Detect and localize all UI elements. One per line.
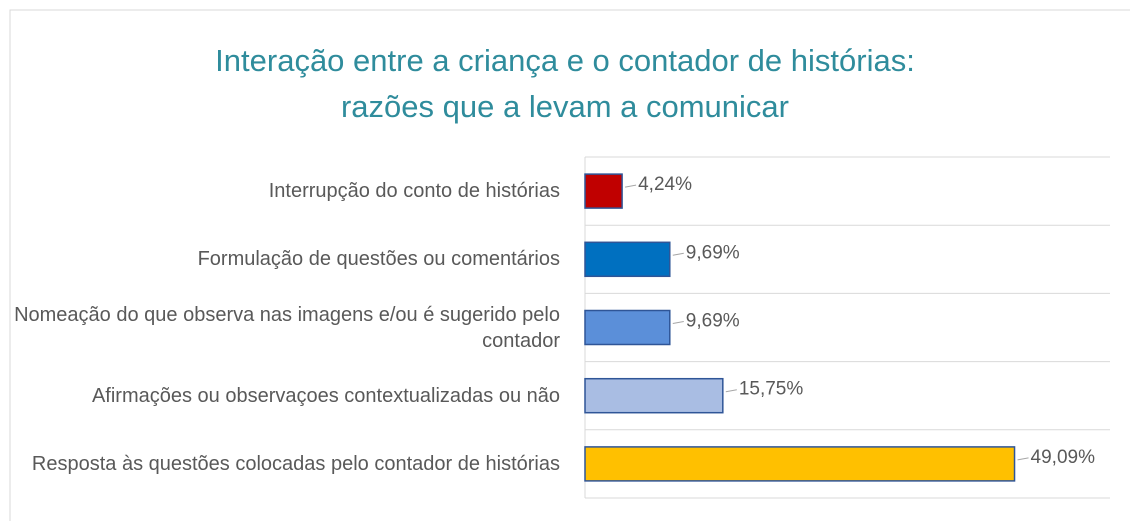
data-label: 9,69% xyxy=(686,311,740,332)
chart-title: Interação entre a criança e o contador d… xyxy=(215,43,915,124)
y-tick-label: Nomeação do que observa nas imagens e/ou… xyxy=(14,303,560,352)
frame xyxy=(9,9,1130,521)
bar xyxy=(584,173,623,209)
y-tick-label: Formulação de questões ou comentários xyxy=(197,248,560,271)
leader-line xyxy=(725,389,737,393)
data-label: 4,24% xyxy=(638,174,692,195)
data-label: 9,69% xyxy=(686,242,740,263)
leader-line xyxy=(1017,457,1029,461)
bar xyxy=(584,309,671,346)
bar xyxy=(584,377,724,414)
y-tick-label: Afirmações ou observaçoes contextualizad… xyxy=(91,384,560,407)
y-tick-label: Interrupção do conto de histórias xyxy=(268,180,560,203)
y-tick-label: Resposta às questões colocadas pelo cont… xyxy=(31,452,560,475)
leader-line xyxy=(672,321,684,324)
leader-line xyxy=(625,184,637,188)
data-label: 15,75% xyxy=(739,379,804,400)
data-label: 49,09% xyxy=(1031,447,1096,468)
bar xyxy=(584,446,1016,482)
bar xyxy=(584,241,671,278)
leader-line xyxy=(672,252,684,256)
